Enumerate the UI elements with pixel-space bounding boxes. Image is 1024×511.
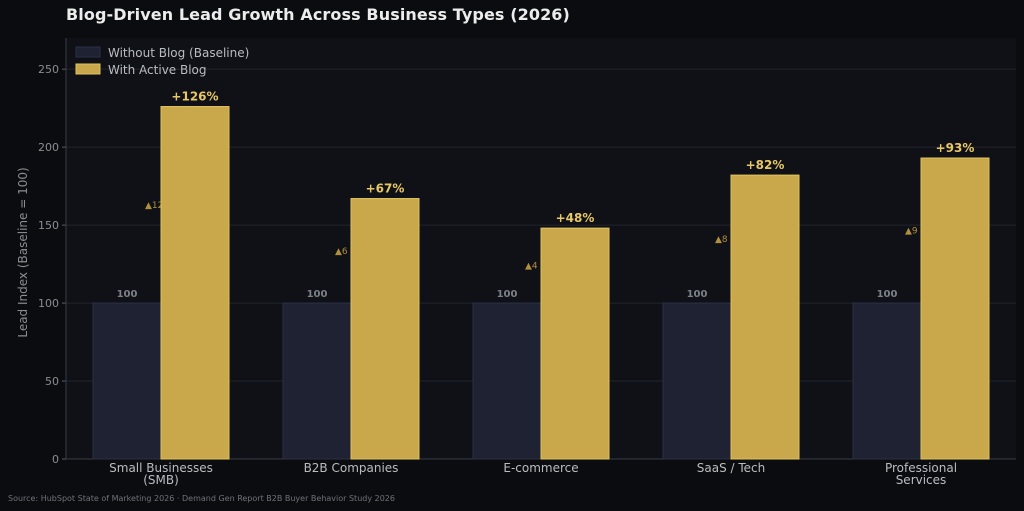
category-label: (SMB) [143, 473, 179, 487]
growth-arrow-label: ▲9 [905, 227, 918, 237]
growth-arrow-label: ▲8 [715, 235, 728, 245]
legend-label-baseline: Without Blog (Baseline) [108, 46, 249, 60]
baseline-bar [852, 302, 922, 460]
growth-arrow-label: ▲12 [145, 201, 163, 211]
y-tick-label: 250 [38, 63, 59, 76]
baseline-value-label: 100 [117, 289, 138, 300]
y-tick-label: 0 [52, 453, 59, 466]
y-tick-label: 100 [38, 297, 59, 310]
baseline-bar [472, 302, 542, 460]
baseline-value-label: 100 [497, 289, 518, 300]
growth-arrow-label: ▲4 [525, 262, 538, 272]
blog-growth-label: +126% [171, 90, 218, 104]
baseline-bar [662, 302, 732, 460]
category-label: E-commerce [503, 461, 578, 475]
baseline-bar [92, 302, 162, 460]
blog-bar-overlay [160, 106, 230, 460]
category-label: Small Businesses [109, 461, 213, 475]
blog-growth-label: +93% [936, 141, 975, 155]
baseline-value-label: 100 [307, 289, 328, 300]
blog-bar-overlay [730, 174, 800, 460]
y-tick-label: 200 [38, 141, 59, 154]
blog-growth-label: +48% [556, 211, 595, 225]
y-tick-label: 150 [38, 219, 59, 232]
growth-arrow-label: ▲6 [335, 247, 348, 257]
category-label: Services [896, 473, 947, 487]
source-note: Source: HubSpot State of Marketing 2026 … [8, 494, 395, 503]
chart-title: Blog-Driven Lead Growth Across Business … [66, 5, 570, 24]
legend-label-blog: With Active Blog [108, 63, 207, 77]
legend-swatch-baseline [75, 46, 101, 58]
y-tick-label: 50 [45, 375, 59, 388]
blog-growth-label: +67% [366, 182, 405, 196]
y-axis-title: Lead Index (Baseline = 100) [16, 167, 30, 337]
category-label: B2B Companies [304, 461, 399, 475]
category-label: Professional [885, 461, 957, 475]
baseline-bar [282, 302, 352, 460]
baseline-value-label: 100 [877, 289, 898, 300]
legend-swatch-blog [75, 63, 101, 75]
category-label: SaaS / Tech [697, 461, 766, 475]
blog-bar-overlay [920, 157, 990, 460]
blog-bar-overlay [540, 227, 610, 460]
blog-growth-label: +82% [746, 158, 785, 172]
baseline-value-label: 100 [687, 289, 708, 300]
blog-bar-overlay [350, 198, 420, 460]
